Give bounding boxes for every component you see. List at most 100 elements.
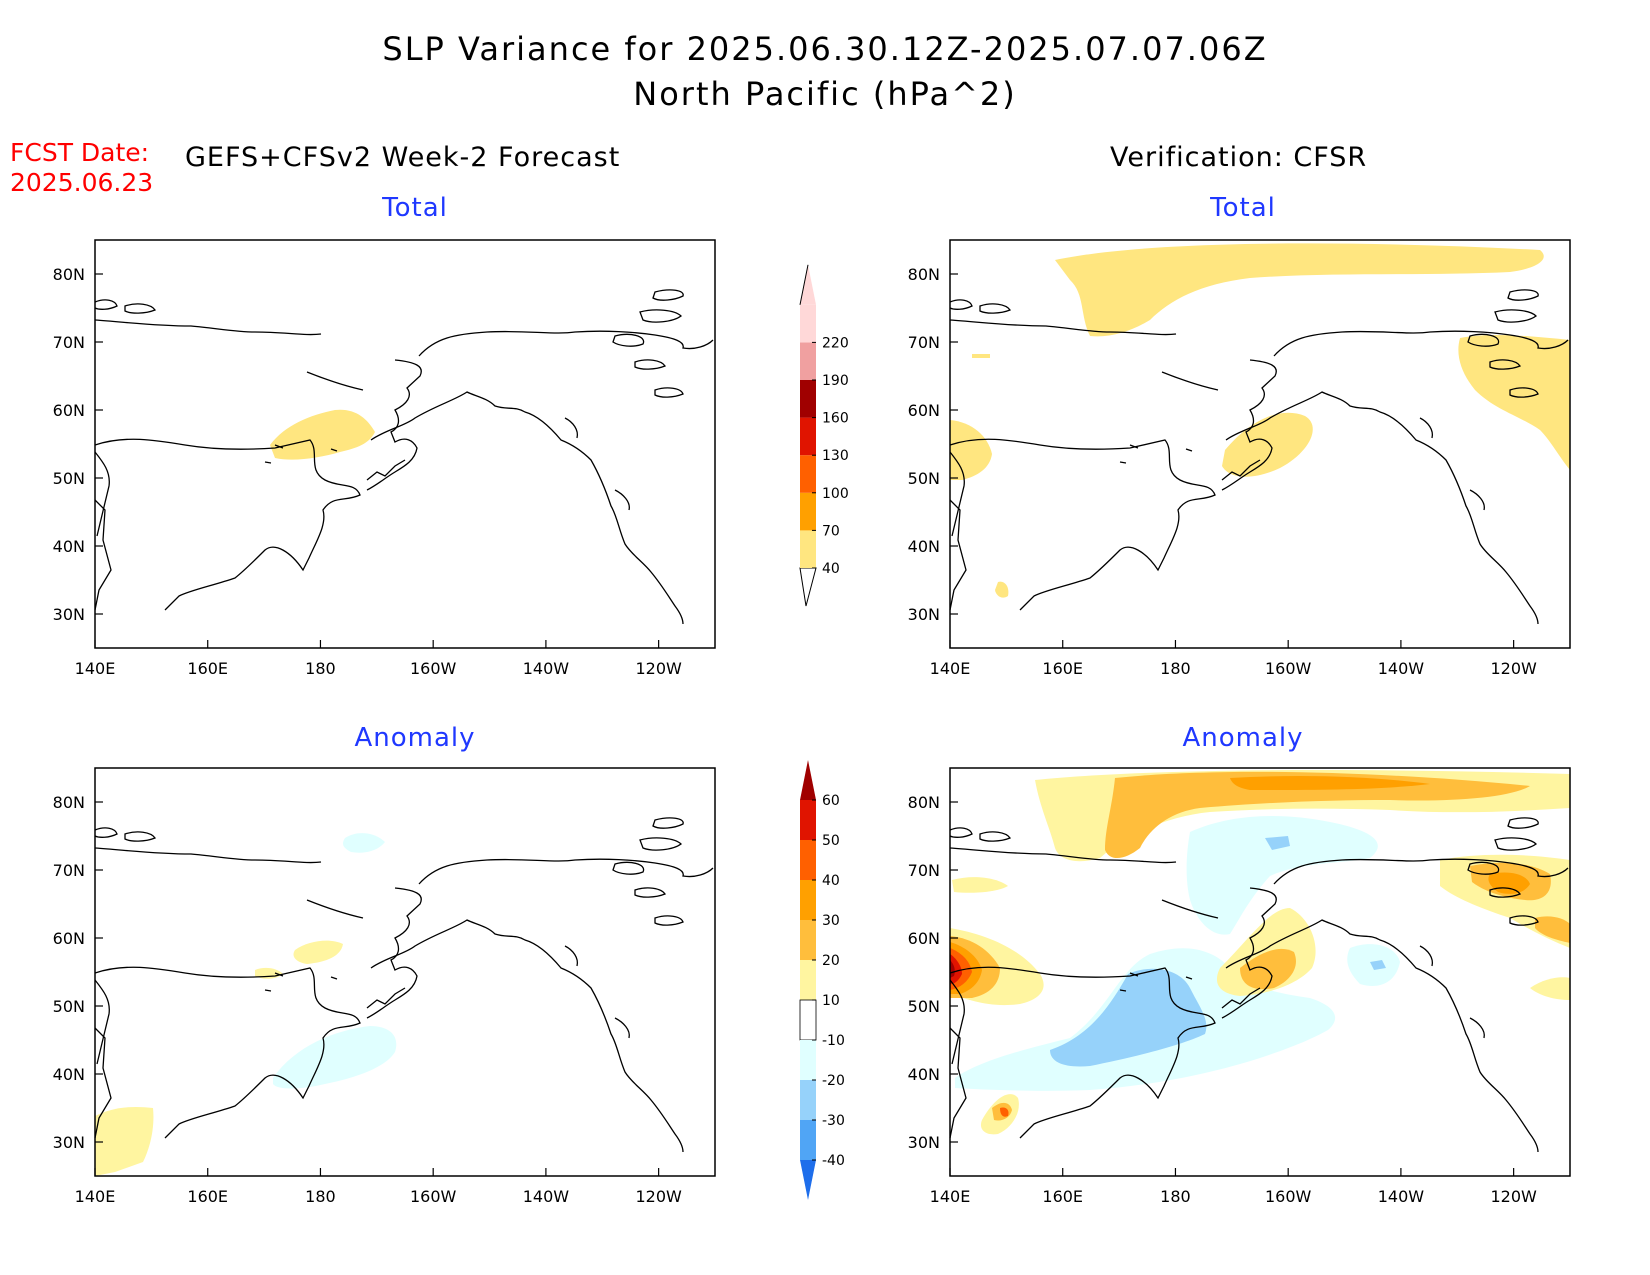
y-tick-label-forecast-anomaly: 70N: [53, 861, 85, 880]
panel-title-forecast-anomaly: Anomaly: [354, 723, 476, 753]
colorbar-total-low-end: [799, 567, 817, 607]
x-tick-label-forecast-anomaly: 160W: [410, 1187, 457, 1206]
y-tick-label-forecast-total: 60N: [53, 401, 85, 420]
panel-title-verification-anomaly: Anomaly: [1182, 723, 1304, 753]
panel-title-verification-total: Total: [1210, 193, 1276, 223]
shade-verification-anomaly-pos-west-60: [950, 960, 955, 978]
y-tick-label-forecast-anomaly: 50N: [53, 997, 85, 1016]
x-tick-label-verification-anomaly: 140W: [1378, 1187, 1425, 1206]
x-tick-label-verification-total: 160E: [1042, 659, 1083, 678]
colorbar-anomaly-swatch: [800, 1120, 816, 1160]
x-tick-label-verification-anomaly: 140E: [930, 1187, 971, 1206]
x-tick-label-verification-total: 140W: [1378, 659, 1425, 678]
colorbar-total-swatch: [800, 304, 816, 343]
panel-verification-anomaly: [949, 767, 1571, 1177]
x-tick-label-verification-anomaly: 180: [1160, 1187, 1191, 1206]
colorbar-total-label: 190: [822, 373, 849, 389]
colorbar-total-label: 100: [822, 486, 849, 502]
colorbar-anomaly-swatch: [800, 840, 816, 880]
colorbar-total-outline: [799, 264, 809, 305]
shade-verification-anomaly-pos-east-edge: [1535, 916, 1570, 943]
y-tick-label-forecast-total: 50N: [53, 469, 85, 488]
y-tick-label-verification-total: 60N: [908, 401, 940, 420]
x-tick-label-forecast-anomaly: 140W: [523, 1187, 570, 1206]
x-tick-label-verification-total: 180: [1160, 659, 1191, 678]
colorbar-anomaly-swatch: [800, 880, 816, 920]
panel-title-forecast-total: Total: [382, 193, 448, 223]
main-subtitle: North Pacific (hPa^2): [633, 75, 1017, 113]
fcst-date-value: 2025.06.23: [10, 168, 154, 197]
x-tick-label-verification-total: 120W: [1490, 659, 1537, 678]
colorbar-anomaly-swatch: [800, 920, 816, 960]
y-tick-label-verification-anomaly: 70N: [908, 861, 940, 880]
shade-verification-anomaly-neg-right-dot: [1370, 960, 1386, 970]
shade-verification-total-small: [995, 581, 1009, 598]
colorbar-total-swatch: [800, 380, 816, 418]
y-tick-label-forecast-total: 30N: [53, 605, 85, 624]
colorbar-total-swatch: [800, 342, 816, 380]
y-tick-label-verification-total: 80N: [908, 265, 940, 284]
colorbar-anomaly-swatch: [799, 999, 817, 1041]
shade-verification-anomaly-pos-se: [1530, 977, 1570, 1000]
x-tick-label-verification-total: 140E: [930, 659, 971, 678]
x-tick-label-forecast-anomaly: 180: [305, 1187, 336, 1206]
shade-verification-total-west: [950, 420, 992, 480]
y-tick-label-verification-total: 30N: [908, 605, 940, 624]
panel-forecast-total: [94, 239, 716, 649]
shade-verification-total-east: [1458, 334, 1570, 470]
shade-verification-anomaly-neg-upper: [1186, 816, 1378, 935]
shade-verification-anomaly-neg-upper-dot: [1265, 836, 1290, 850]
colorbar-anomaly-label: -20: [822, 1073, 845, 1089]
colorbar-total-label: 130: [822, 448, 849, 464]
y-tick-label-verification-anomaly: 30N: [908, 1133, 940, 1152]
shade-verification-anomaly-neg-core: [1050, 968, 1207, 1067]
colorbar-anomaly-swatch: [800, 800, 816, 840]
panel-verification-total: [949, 239, 1571, 649]
shade-forecast-anomaly-negative: [273, 1026, 397, 1089]
shade-verification-anomaly-arctic-orange: [1105, 771, 1530, 859]
shade-forecast-anomaly-arctic: [343, 833, 385, 853]
y-tick-label-verification-anomaly: 60N: [908, 929, 940, 948]
fcst-date-label: FCST Date:: [10, 138, 150, 167]
shade-forecast-anomaly-sw: [95, 1106, 154, 1176]
colorbar-anomaly-label: 50: [822, 833, 840, 849]
colorbar-anomaly-label: 60: [822, 793, 840, 809]
main-title: SLP Variance for 2025.06.30.12Z-2025.07.…: [382, 30, 1268, 68]
panel-forecast-anomaly: [94, 767, 716, 1177]
shade-verification-anomaly-arctic-dark: [1230, 776, 1430, 790]
colorbar-total-swatch: [800, 492, 816, 531]
x-tick-label-verification-anomaly: 120W: [1490, 1187, 1537, 1206]
y-tick-label-verification-total: 70N: [908, 333, 940, 352]
verification-column-title: Verification: CFSR: [1110, 142, 1368, 173]
y-tick-label-forecast-anomaly: 80N: [53, 793, 85, 812]
shade-verification-total-arctic: [1055, 243, 1544, 337]
x-tick-label-forecast-total: 160E: [187, 659, 228, 678]
y-tick-label-forecast-anomaly: 40N: [53, 1065, 85, 1084]
x-tick-label-verification-total: 160W: [1265, 659, 1312, 678]
colorbar-anomaly: 60 50 40 30 20 10 -10 -20 -30 -40: [799, 760, 845, 1200]
colorbar-anomaly-label: 30: [822, 913, 840, 929]
colorbar-anomaly-label: -40: [822, 1153, 845, 1169]
x-tick-label-forecast-anomaly: 120W: [635, 1187, 682, 1206]
colorbar-total-high-end: [800, 264, 816, 305]
colorbar-anomaly-label: 20: [822, 953, 840, 969]
colorbar-total-label: 220: [822, 335, 849, 351]
colorbar-anomaly-high-end: [800, 760, 816, 800]
colorbar-total-label: 70: [822, 523, 840, 539]
forecast-column-title: GEFS+CFSv2 Week-2 Forecast: [185, 142, 621, 173]
y-tick-label-verification-anomaly: 40N: [908, 1065, 940, 1084]
y-tick-label-verification-total: 50N: [908, 469, 940, 488]
colorbar-total-swatch: [800, 530, 816, 568]
y-tick-label-forecast-total: 70N: [53, 333, 85, 352]
colorbar-anomaly-low-end: [800, 1160, 816, 1200]
y-tick-label-forecast-total: 80N: [53, 265, 85, 284]
colorbar-total-swatch: [800, 455, 816, 493]
colorbar-total-label: 160: [822, 411, 849, 427]
colorbar-total: 40 70 100 130 160 190 220: [799, 264, 849, 607]
x-tick-label-verification-anomaly: 160E: [1042, 1187, 1083, 1206]
shade-verification-anomaly-pos-upper-small: [952, 877, 1008, 893]
colorbar-anomaly-swatch: [800, 960, 816, 1000]
shade-verification-total-bering: [1222, 412, 1313, 477]
colorbar-anomaly-label: 40: [822, 873, 840, 889]
